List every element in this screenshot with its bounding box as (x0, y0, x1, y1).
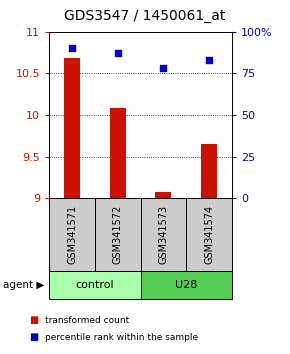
Point (161, 65, 166, 71)
Text: control: control (76, 280, 114, 290)
Bar (201, 144, 217, 198)
Point (207, 57, 211, 63)
Text: GSM341571: GSM341571 (67, 205, 77, 264)
Text: agent ▶: agent ▶ (3, 280, 44, 290)
Point (115, 51, 120, 56)
Text: ■: ■ (29, 315, 38, 325)
Text: ■: ■ (29, 332, 38, 342)
Text: transformed count: transformed count (45, 316, 129, 325)
Bar (110, 108, 126, 198)
Text: U28: U28 (175, 280, 197, 290)
Text: GSM341573: GSM341573 (159, 205, 168, 264)
Bar (64, 58, 80, 198)
Point (70, 46, 75, 51)
Text: GSM341572: GSM341572 (113, 205, 123, 264)
Text: GDS3547 / 1450061_at: GDS3547 / 1450061_at (64, 9, 226, 23)
Text: GSM341574: GSM341574 (204, 205, 214, 264)
Bar (155, 192, 171, 198)
Text: percentile rank within the sample: percentile rank within the sample (45, 332, 198, 342)
